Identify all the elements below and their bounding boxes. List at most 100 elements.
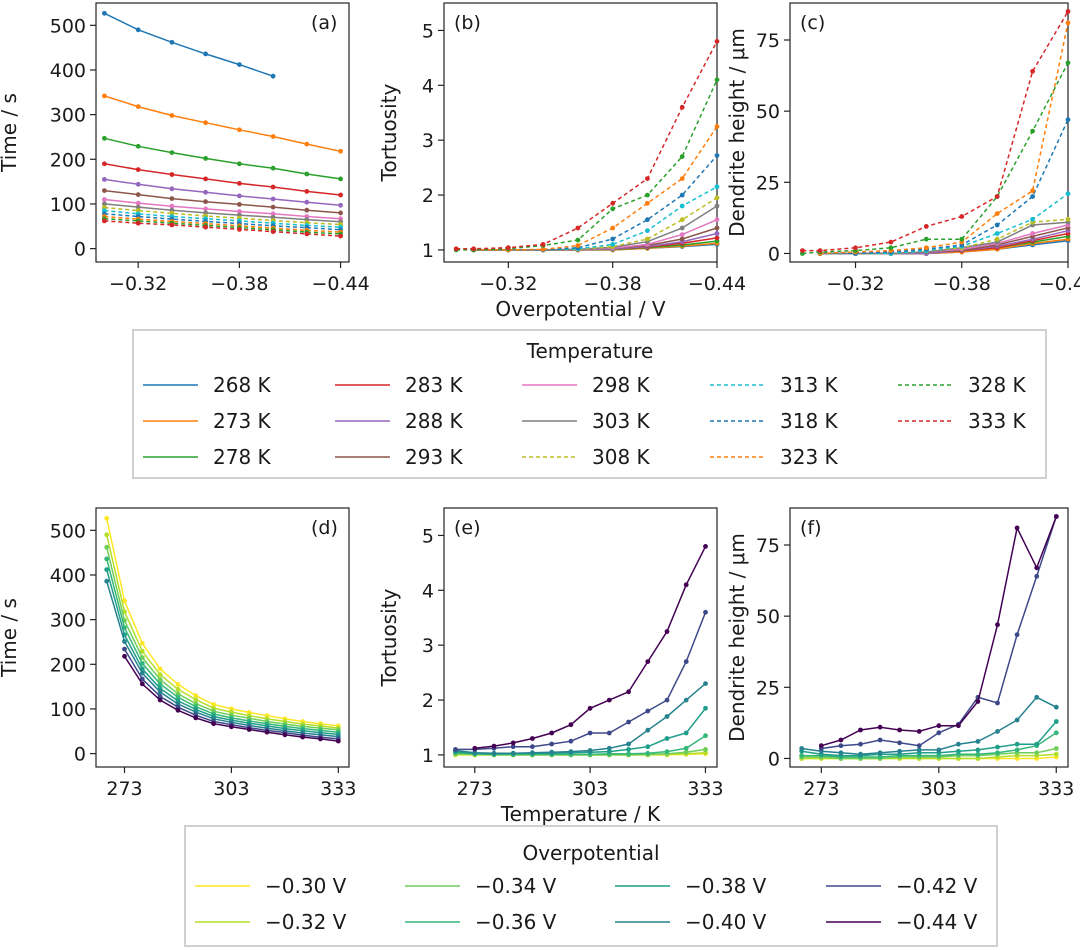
data-point — [237, 62, 242, 67]
data-point — [714, 231, 720, 236]
x-tick-label: −0.44 — [1039, 273, 1080, 295]
data-point — [491, 750, 497, 756]
data-point — [270, 134, 276, 139]
data-point — [714, 39, 720, 44]
data-point — [270, 196, 276, 202]
data-point — [1014, 632, 1020, 638]
data-point — [175, 691, 181, 697]
y-tick-label: 75 — [756, 535, 780, 557]
data-point — [211, 702, 217, 707]
data-point — [122, 639, 127, 644]
data-point — [714, 124, 720, 129]
data-point — [575, 237, 581, 243]
data-point — [679, 236, 685, 242]
legend-label: 328 K — [968, 373, 1027, 397]
series-line — [802, 11, 1069, 252]
series-line — [104, 217, 341, 235]
data-point — [679, 203, 685, 209]
series-line — [473, 126, 718, 251]
data-point — [714, 77, 720, 83]
data-point — [994, 194, 1000, 199]
series-0.40V — [453, 681, 708, 756]
series-328K — [453, 77, 720, 253]
x-tick-label: −0.38 — [584, 273, 642, 295]
axes-frame — [789, 2, 1069, 263]
data-point — [838, 737, 844, 743]
data-point — [102, 93, 107, 99]
x-tick-label: −0.44 — [688, 273, 746, 295]
series-line — [105, 518, 339, 727]
data-point — [683, 697, 689, 703]
legend-title: Overpotential — [522, 841, 659, 865]
series-268K — [102, 10, 276, 79]
data-point — [888, 239, 894, 245]
data-point — [959, 236, 965, 242]
data-point — [610, 206, 616, 212]
y-tick-label: 500 — [50, 15, 86, 37]
data-point — [270, 204, 276, 210]
data-point — [540, 242, 546, 247]
data-point — [626, 689, 631, 695]
data-point — [1065, 191, 1071, 197]
data-point — [135, 200, 141, 206]
data-point — [995, 622, 1000, 628]
series-line — [105, 547, 339, 731]
data-point — [338, 148, 343, 154]
legend-label: −0.42 V — [896, 874, 978, 898]
legend-label: 268 K — [213, 373, 272, 397]
data-point — [799, 753, 805, 758]
data-point — [936, 723, 942, 729]
data-point — [679, 154, 685, 160]
panel-label: (c) — [800, 12, 825, 34]
data-point — [610, 236, 616, 242]
series-line — [104, 215, 341, 233]
series-333K — [800, 9, 1071, 254]
data-point — [102, 218, 107, 224]
data-point — [626, 741, 631, 747]
data-point — [203, 206, 209, 212]
data-point — [157, 686, 163, 691]
data-point — [338, 233, 343, 239]
data-point — [664, 629, 670, 634]
data-point — [1014, 717, 1020, 723]
data-point — [505, 245, 511, 251]
series-line — [821, 516, 1058, 750]
data-point — [610, 225, 616, 231]
data-point — [959, 214, 965, 219]
data-point — [157, 689, 163, 695]
data-point — [568, 749, 574, 754]
data-point — [175, 707, 181, 713]
data-point — [304, 207, 310, 213]
data-point — [530, 750, 535, 756]
data-point — [135, 27, 141, 33]
data-point — [568, 722, 574, 728]
data-point — [1065, 9, 1071, 14]
y-tick-label: 1 — [422, 745, 434, 767]
data-point — [104, 556, 110, 562]
data-point — [853, 245, 858, 251]
data-point — [994, 231, 1000, 236]
data-point — [1030, 128, 1035, 134]
data-point — [139, 648, 145, 654]
series-0.42V — [453, 609, 708, 752]
data-point — [282, 732, 288, 738]
data-point — [491, 743, 497, 749]
data-point — [817, 248, 823, 254]
data-point — [102, 197, 107, 202]
data-point — [679, 225, 685, 231]
data-point — [1053, 746, 1059, 751]
series-line — [105, 569, 339, 736]
data-point — [1053, 719, 1059, 724]
series-0.30V — [104, 515, 341, 729]
data-point — [626, 747, 631, 752]
data-point — [237, 193, 242, 199]
legend-label: 303 K — [592, 409, 651, 433]
data-point — [877, 737, 883, 743]
data-point — [923, 224, 929, 229]
data-point — [626, 751, 631, 757]
series-line — [456, 79, 718, 251]
data-point — [203, 51, 209, 57]
data-point — [335, 738, 341, 744]
data-point — [645, 176, 650, 182]
data-point — [799, 746, 805, 751]
